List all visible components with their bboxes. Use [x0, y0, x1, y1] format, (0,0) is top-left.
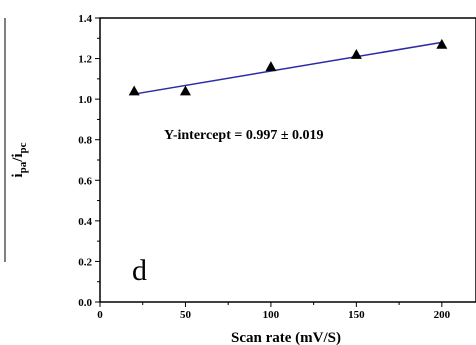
y-axis-title-sub-top: pa — [17, 161, 29, 173]
x-tick-label: 50 — [180, 309, 192, 321]
y-axis-title-main: i — [10, 173, 26, 177]
y-axis-title-sub-bottom: pc — [17, 142, 29, 153]
fit-line — [134, 41, 442, 95]
x-tick-label: 200 — [434, 309, 451, 321]
y-axis-title: ipa/ipc — [10, 142, 29, 177]
data-point — [179, 85, 191, 96]
data-point — [350, 49, 362, 59]
x-tick-label: 0 — [97, 309, 103, 321]
panel-label: d — [132, 254, 147, 287]
y-intercept-annotation: Y-intercept = 0.997 ± 0.019 — [164, 128, 324, 143]
y-tick-label: 0.6 — [78, 175, 92, 187]
y-tick-label: 0.2 — [78, 256, 92, 268]
y-tick-label: 0.0 — [78, 297, 92, 309]
data-point — [265, 61, 277, 72]
plot-frame — [99, 17, 476, 303]
y-tick-label: 1.0 — [78, 94, 92, 106]
y-axis-title-slash: /i — [10, 153, 26, 162]
x-tick-label: 150 — [348, 309, 365, 321]
svg-text:ipa/ipc: ipa/ipc — [10, 142, 29, 177]
x-tick-label: 100 — [263, 309, 280, 321]
x-axis-title: Scan rate (mV/S) — [231, 330, 341, 345]
y-tick-label: 1.2 — [78, 54, 92, 66]
data-points — [128, 38, 448, 96]
y-tick-label: 1.4 — [78, 13, 92, 25]
y-tick-label: 0.8 — [78, 135, 92, 147]
data-point — [128, 85, 140, 96]
tick-labels: 0 50 100 150 200 0.0 0.2 0.4 0.6 0.8 1.0 1.2 1.4 — [78, 13, 450, 321]
ticks — [95, 17, 443, 307]
data-point — [436, 38, 448, 49]
y-tick-label: 0.4 — [78, 216, 92, 228]
